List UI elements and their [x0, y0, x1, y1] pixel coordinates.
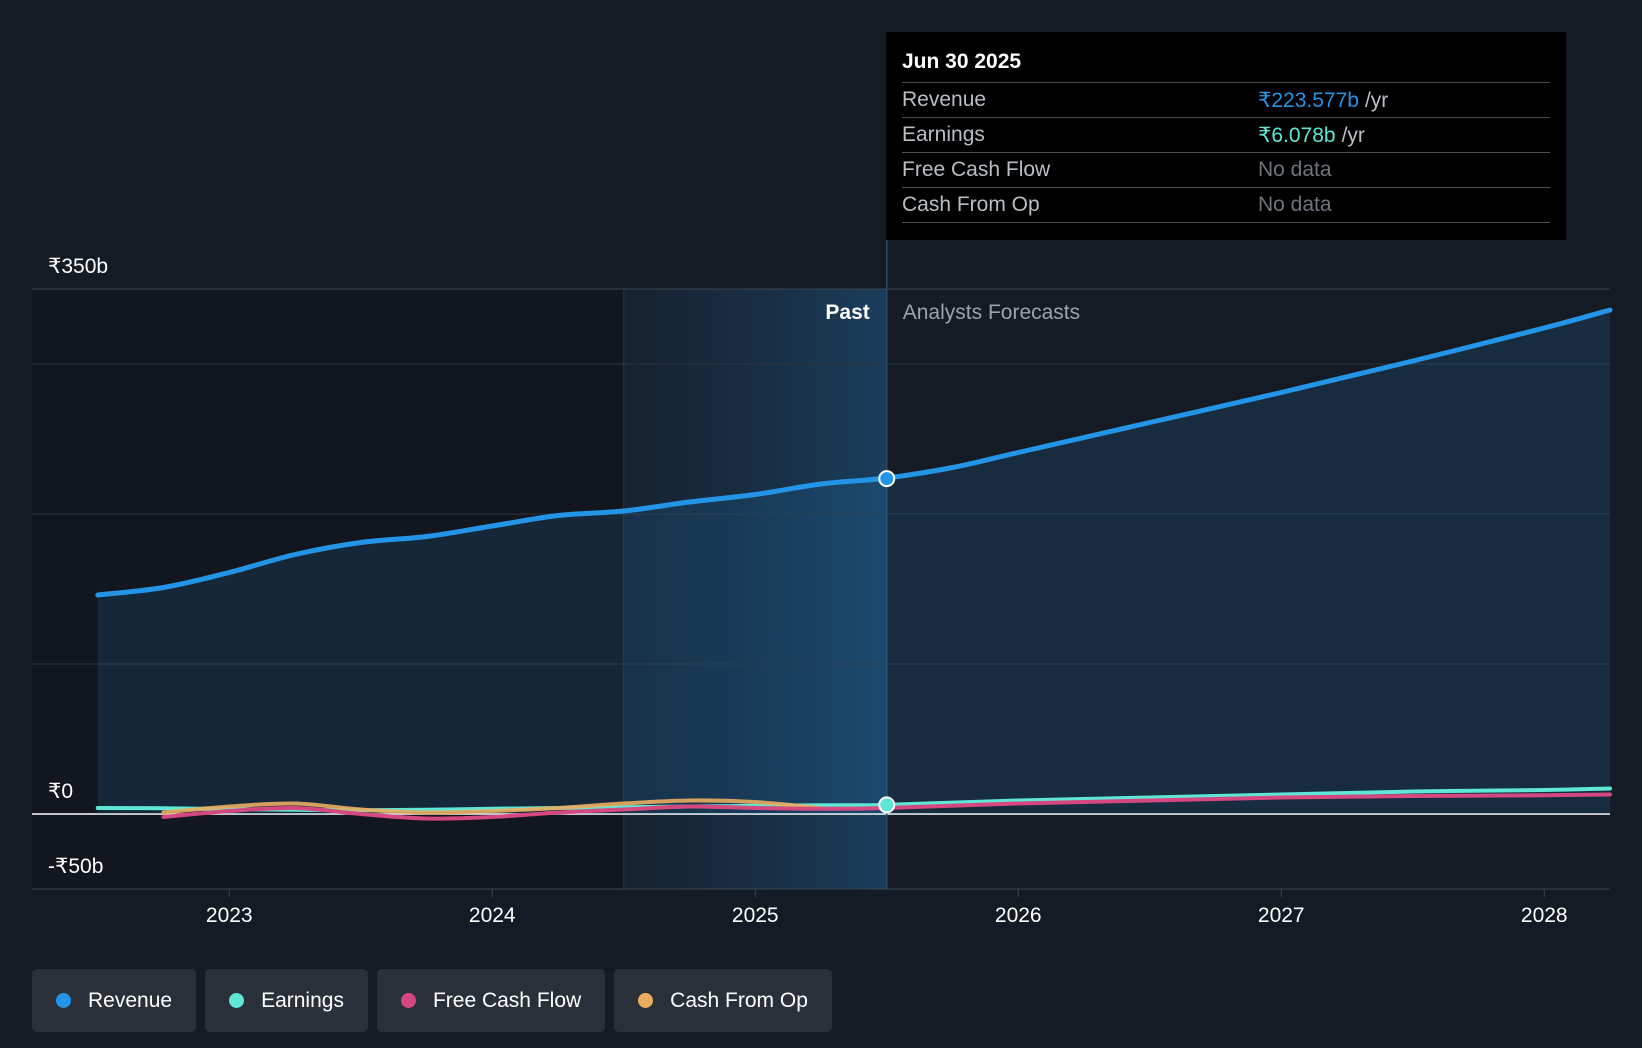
- legend-dot-icon: [229, 993, 245, 1008]
- tooltip-row-free-cash-flow: Free Cash Flow No data: [902, 152, 1550, 187]
- legend-label: Revenue: [88, 988, 173, 1012]
- revenue-highlight-point: [878, 470, 896, 488]
- legend-item-free-cash-flow[interactable]: Free Cash Flow: [376, 969, 606, 1032]
- tooltip-date: Jun 30 2025: [902, 50, 1022, 73]
- tooltip-value-number: ₹6.078b: [1258, 123, 1336, 147]
- tooltip-value: No data: [1258, 158, 1332, 181]
- y-tick-label: ₹0: [48, 780, 73, 803]
- tooltip-row-earnings: Earnings ₹6.078b/yr: [902, 117, 1550, 152]
- tooltip-row-cash-from-op: Cash From Op No data: [902, 187, 1550, 223]
- tooltip-value: ₹223.577b/yr: [1258, 88, 1550, 113]
- x-tick-label: 2025: [732, 904, 779, 927]
- y-tick-label: -₹50b: [48, 855, 103, 878]
- past-region-shade: [32, 289, 624, 889]
- legend-label: Free Cash Flow: [432, 988, 582, 1012]
- forecast-label: Analysts Forecasts: [903, 301, 1080, 324]
- x-tick-label: 2027: [1258, 904, 1305, 927]
- legend-item-revenue[interactable]: Revenue: [32, 969, 197, 1032]
- revenue-area: [97, 310, 1610, 814]
- x-tick-label: 2024: [469, 904, 516, 927]
- earnings-highlight-point: [878, 796, 896, 814]
- tooltip-row-revenue: Revenue ₹223.577b/yr: [902, 82, 1550, 117]
- legend-dot-icon: [400, 993, 416, 1008]
- tooltip-label: Cash From Op: [902, 193, 1040, 216]
- chart-tooltip: Jun 30 2025 Revenue ₹223.577b/yr Earning…: [886, 32, 1566, 240]
- free-cash-flow-line: [161, 792, 1612, 821]
- tooltip-value-number: ₹223.577b: [1258, 88, 1359, 112]
- cash-from-op-line: [161, 798, 823, 815]
- legend-item-earnings[interactable]: Earnings: [205, 969, 368, 1032]
- legend-dot-icon: [638, 993, 654, 1008]
- legend-item-cash-from-op[interactable]: Cash From Op: [614, 969, 832, 1032]
- legend-label: Cash From Op: [670, 988, 808, 1012]
- chart-legend: Revenue Earnings Free Cash Flow Cash Fro…: [32, 969, 832, 1032]
- tooltip-value: ₹6.078b/yr: [1258, 123, 1550, 148]
- y-tick-label: ₹350b: [48, 255, 108, 278]
- legend-label: Earnings: [261, 988, 344, 1012]
- tooltip-value: No data: [1258, 193, 1332, 216]
- past-highlight-region: [623, 289, 887, 889]
- legend-dot-icon: [56, 993, 71, 1008]
- x-tick-label: 2023: [206, 904, 253, 927]
- tooltip-value-unit: /yr: [1364, 88, 1389, 112]
- x-tick-label: 2028: [1521, 904, 1568, 927]
- past-label: Past: [825, 301, 869, 324]
- tooltip-label: Free Cash Flow: [902, 158, 1051, 181]
- tooltip-label: Revenue: [902, 88, 987, 111]
- tooltip-label: Earnings: [902, 123, 985, 146]
- x-tick-label: 2026: [995, 904, 1042, 927]
- revenue-line: [95, 307, 1613, 598]
- tooltip-value-unit: /yr: [1341, 123, 1365, 147]
